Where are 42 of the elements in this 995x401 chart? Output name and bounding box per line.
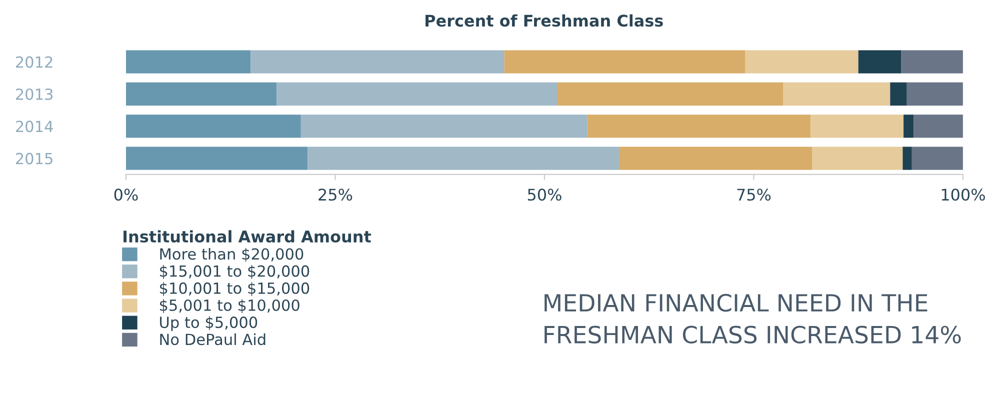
y-tick-label: 2015 (16, 152, 52, 164)
legend-label: $5,001 to $10,000 (160, 299, 300, 314)
bar (618, 146, 812, 170)
x-tick-label: 75% (737, 188, 771, 201)
bar (902, 146, 912, 170)
bar (783, 82, 890, 106)
legend-label: $10,001 to $15,000 (160, 282, 310, 296)
bar (250, 50, 504, 74)
bar (858, 50, 902, 74)
bar (276, 82, 558, 106)
legend-title: Institutional Award Amount (124, 230, 372, 243)
x-tick-label: 0% (114, 188, 138, 201)
legend-label: $15,001 to $20,000 (160, 265, 310, 279)
bar (914, 114, 963, 138)
text: MEDIAN FINANCIAL NEED IN THE FRESHMAN CLASS INCREASED 14% (544, 294, 961, 344)
bar (906, 82, 963, 106)
bar (126, 146, 308, 170)
x-tick-label: 25% (318, 188, 352, 201)
bar (904, 114, 914, 138)
bar (745, 50, 858, 74)
y-tick-label: 2014 (16, 120, 53, 132)
x-tick-label: 100% (942, 188, 985, 201)
bar (126, 114, 301, 138)
bar (308, 146, 619, 170)
bar (300, 114, 588, 138)
legend-label: More than $20,000 (160, 248, 304, 262)
bar (810, 114, 904, 138)
bar (504, 50, 746, 74)
bar (812, 146, 903, 170)
x-tick-label: 50% (528, 188, 562, 201)
bar (890, 82, 907, 106)
chart-title: Percent of Freshman Class (426, 14, 663, 27)
bar (901, 50, 963, 74)
y-tick-label: 2013 (16, 88, 53, 100)
bar (126, 50, 251, 74)
y-tick-label: 2012 (16, 56, 52, 68)
legend-label: Up to $5,000 (160, 316, 258, 332)
legend-label: No DePaul Aid (160, 333, 266, 346)
bar (557, 82, 784, 106)
bar (126, 82, 277, 106)
bar (587, 114, 811, 138)
bar (912, 146, 963, 170)
